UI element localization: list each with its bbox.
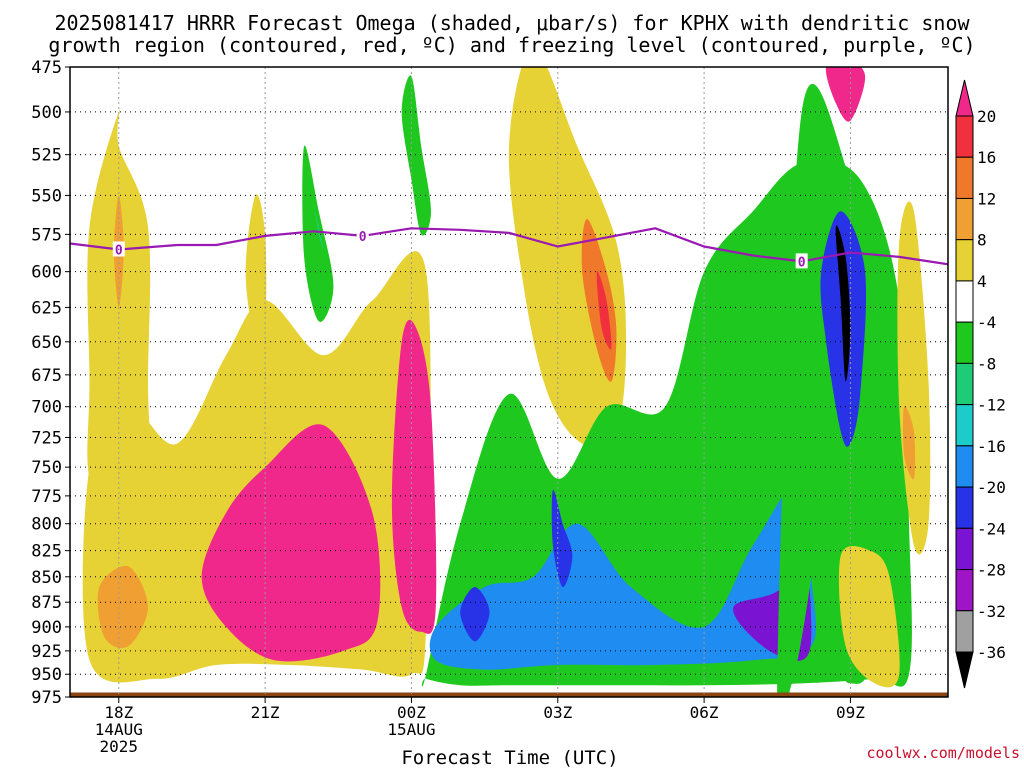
y-tick-label-725: 725 (31, 428, 62, 448)
x-tick-label-21Z: 21Z (251, 703, 280, 722)
y-tick-label-775: 775 (31, 487, 62, 507)
colorbar-bin-9 (956, 446, 973, 487)
colorbar-label-4: 4 (977, 272, 987, 291)
colorbar-bin-4 (956, 240, 973, 281)
x-tick-label-03Z: 03Z (543, 703, 572, 722)
colorbar-top-arrow (956, 80, 973, 116)
y-tick-label-500: 500 (31, 103, 62, 123)
y-tick-label-525: 525 (31, 146, 62, 166)
x-tick-sublabel-18Z-1: 2025 (100, 737, 139, 756)
colorbar-bin-1 (956, 116, 973, 157)
colorbar-bin-3 (956, 198, 973, 239)
colorbar-bin-5 (956, 281, 973, 322)
y-tick-label-750: 750 (31, 458, 62, 478)
y-tick-label-475: 475 (31, 58, 62, 78)
y-tick-label-900: 900 (31, 618, 62, 638)
y-tick-label-675: 675 (31, 366, 62, 386)
colorbar-label-3: 8 (977, 231, 987, 250)
colorbar-label-9: -20 (977, 478, 1006, 497)
colorbar-bottom-arrow (956, 652, 973, 688)
colorbar: 20 16 12 8 4 -4 -8 -12 -16 -20 -24 -28 -32 -36 (956, 80, 1006, 688)
colorbar-bin-8 (956, 405, 973, 446)
colorbar-label-12: -32 (977, 602, 1006, 621)
y-tick-label-700: 700 (31, 398, 62, 418)
colorbar-label-10: -24 (977, 519, 1006, 538)
colorbar-bin-11 (956, 528, 973, 569)
y-tick-label-950: 950 (31, 665, 62, 685)
colorbar-label-11: -28 (977, 561, 1006, 580)
colorbar-bin-13 (956, 611, 973, 652)
colorbar-bin-12 (956, 570, 973, 611)
y-tick-label-650: 650 (31, 333, 62, 353)
y-tick-label-800: 800 (31, 515, 62, 535)
x-tick-label-09Z: 09Z (836, 703, 865, 722)
colorbar-label-0: 20 (977, 107, 996, 126)
chart-title-line-2: growth region (contoured, red, ºC) and f… (48, 33, 975, 57)
freezing-label-1: 0 (359, 230, 367, 245)
y-tick-label-850: 850 (31, 568, 62, 588)
colorbar-label-13: -36 (977, 643, 1006, 662)
y-tick-label-575: 575 (31, 225, 62, 245)
chart-title-line-1: 2025081417 HRRR Forecast Omega (shaded, … (54, 11, 970, 35)
colorbar-bin-2 (956, 157, 973, 198)
colorbar-bin-6 (956, 322, 973, 363)
y-tick-label-825: 825 (31, 542, 62, 562)
freezing-label-0: 0 (115, 243, 123, 258)
y-tick-label-625: 625 (31, 298, 62, 318)
colorbar-label-2: 12 (977, 189, 996, 208)
colorbar-label-6: -8 (977, 354, 996, 373)
freezing-label-2: 0 (798, 255, 806, 270)
colorbar-label-8: -16 (977, 437, 1006, 456)
x-axis-label: Forecast Time (UTC) (401, 747, 618, 768)
y-tick-label-550: 550 (31, 186, 62, 206)
colorbar-label-1: 16 (977, 148, 996, 167)
credit-link[interactable]: coolwx.com/models (866, 744, 1020, 762)
colorbar-label-5: -4 (977, 313, 996, 332)
x-tick-label-06Z: 06Z (690, 703, 719, 722)
colorbar-bin-10 (956, 487, 973, 528)
y-tick-label-975: 975 (31, 688, 62, 708)
y-tick-label-600: 600 (31, 263, 62, 283)
colorbar-bin-7 (956, 363, 973, 404)
colorbar-label-7: -12 (977, 396, 1006, 415)
y-tick-label-875: 875 (31, 593, 62, 613)
y-tick-label-925: 925 (31, 642, 62, 662)
x-tick-sublabel-00Z-0: 15AUG (387, 720, 435, 739)
